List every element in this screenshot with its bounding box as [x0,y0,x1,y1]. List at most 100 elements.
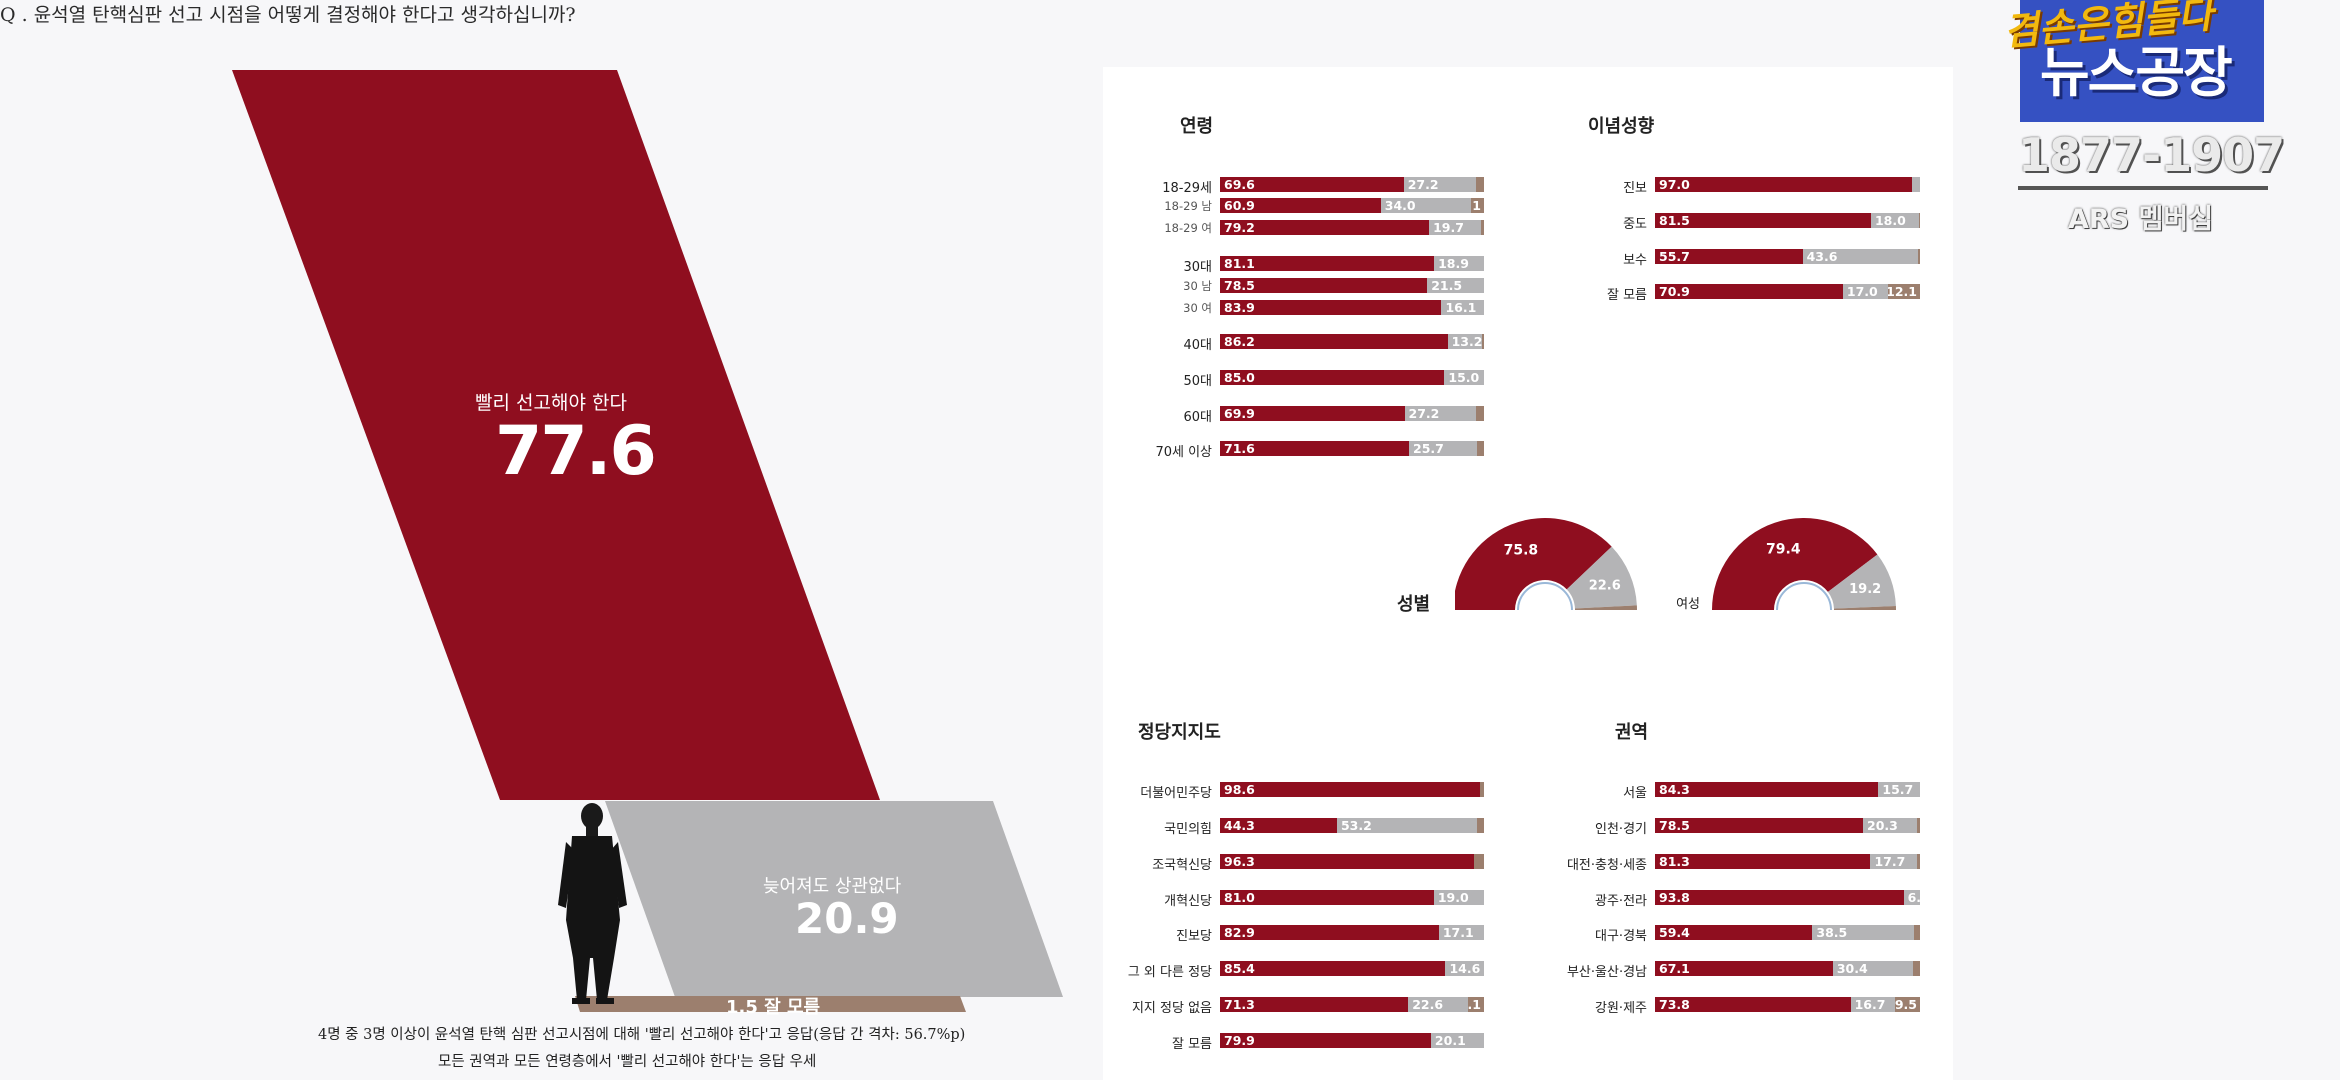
bar-segment: 59.4 [1655,925,1813,940]
stacked-bar: 71.3 22.6 6.1 [1220,997,1484,1012]
data-label: 71.3 [1224,997,1255,1012]
stacked-bar: 81.3 17.7 [1655,854,1920,869]
bar-segment: 38.5 [1812,925,1915,940]
bar-segment: 12.1 [1887,284,1920,299]
data-label: 15.7 [1882,782,1914,797]
stacked-bar: 85.0 15.0 [1220,370,1484,385]
data-label: 19.7 [1433,220,1464,235]
ideology-section-title: 이념성향 [1588,116,1655,137]
bar-segment: 97.0 [1655,177,1913,192]
bar-segment: 5.1 [1470,198,1484,213]
data-label: 12.1 [1887,284,1917,299]
stacked-bar: 69.6 27.2 [1220,177,1484,192]
ars-membership-label: ARS 멤버십 [2068,204,2214,235]
donut-slice [1574,605,1637,610]
phone-underline [2018,186,2268,190]
bar-segment [1913,961,1920,976]
bar-segment: 22.6 [1408,997,1468,1012]
bar-segment: 30.4 [1832,961,1914,976]
donut-slice [1827,554,1896,609]
category-label: 진보당 [1176,928,1212,944]
category-label: 부산·울산·경남 [1566,964,1647,980]
data-label: 30.4 [1836,961,1868,976]
category-label: 그 외 다른 정당 [1127,964,1212,980]
data-label: 27.2 [1407,177,1439,192]
category-label: 잘 모름 [1606,287,1647,303]
phone-number: 1877-1907 [2018,128,2285,182]
category-label: 70세 이상 [1155,444,1212,460]
stacked-bar: 79.9 20.1 [1220,1033,1484,1048]
stacked-bar: 70.9 17.0 12.1 [1655,284,1920,299]
category-label: 중도 [1623,216,1647,232]
stacked-bar: 78.5 20.3 [1655,818,1920,833]
data-label: 16.1 [1445,300,1477,315]
bar-segment [1475,177,1484,192]
data-label: 70.9 [1659,284,1690,299]
show-logo [2020,0,2264,122]
bar-segment: 67.1 [1655,961,1833,976]
bar-segment: 73.8 [1655,997,1851,1012]
bar-segment: 20.3 [1863,818,1917,833]
bar-segment: 21.5 [1427,278,1484,293]
data-label: 81.5 [1659,213,1690,228]
bar-segment: 16.7 [1850,997,1895,1012]
gender-section-title: 성별 [1397,594,1431,615]
stacked-bar: 79.2 19.7 [1220,220,1484,235]
data-label: 81.1 [1224,256,1255,271]
summary-note-2: 모든 권역과 모든 연령층에서 '빨리 선고해야 한다'는 응답 우세 [438,1054,817,1070]
bar-segment: 16.1 [1441,300,1484,315]
stacked-bar: 71.6 25.7 [1220,441,1484,456]
bar-segment: 60.9 [1220,198,1381,213]
data-label: 17.7 [1874,854,1906,869]
bar-segment: 81.0 [1220,890,1434,905]
secondary-parallelogram [605,801,1063,997]
bar-segment: 85.4 [1220,961,1446,976]
donut-slice [1455,518,1612,610]
bar-segment [1477,818,1484,833]
bar-segment: 71.3 [1220,997,1409,1012]
bar-segment: 15.7 [1878,782,1920,797]
category-label: 더불어민주당 [1140,785,1212,801]
party-section-title: 정당지지도 [1138,722,1221,743]
data-label: 71.6 [1224,441,1255,456]
category-label: 대전·충청·세종 [1566,857,1647,873]
primary-label: 빨리 선고해야 한다 [475,392,627,414]
bar-segment: 86.2 [1220,334,1448,349]
data-label: 85.4 [1224,961,1255,976]
primary-value: 77.6 [495,412,657,491]
stacked-bar: 84.3 15.7 [1655,782,1920,797]
donut-slice [1712,518,1878,610]
bar-segment: 53.2 [1336,818,1478,833]
category-label: 광주·전라 [1595,893,1647,909]
stacked-bar: 81.1 18.9 [1220,256,1484,271]
data-label: 34.0 [1384,198,1416,213]
bar-segment: 69.9 [1220,406,1405,421]
bar-segment: 27.2 [1403,177,1476,192]
stacked-bar: 81.0 19.0 [1220,890,1484,905]
stacked-bar: 59.4 38.5 [1655,925,1920,940]
donut-inner-ring [1517,582,1573,611]
stacked-bar: 82.9 17.1 [1220,925,1484,940]
donut-value-label: 75.8 [1504,543,1539,559]
data-label: 6.2 [1907,890,1920,905]
category-label: 강원·제주 [1595,1000,1647,1016]
category-label: 30대 [1183,259,1212,275]
data-label: 67.1 [1659,961,1690,976]
stacked-bar: 86.2 13.2 [1220,334,1484,349]
data-label: 98.6 [1224,782,1255,797]
category-label: 인천·경기 [1595,821,1647,837]
stacked-bar: 97.0 [1655,177,1920,192]
category-label: 지지 정당 없음 [1131,1000,1212,1016]
data-label: 19.0 [1437,890,1469,905]
category-label: 진보 [1623,180,1647,196]
data-label: 25.7 [1413,441,1444,456]
data-label: 18.0 [1874,213,1906,228]
category-label: 대구·경북 [1595,928,1647,944]
bar-segment: 25.7 [1409,441,1477,456]
secondary-label: 늦어져도 상관없다 [763,876,902,897]
bar-segment: 18.9 [1434,256,1484,271]
gender-group-label: 여성 [1676,597,1700,612]
data-label: 43.6 [1806,249,1838,264]
age-section-title: 연령 [1180,116,1214,137]
donut-inner-ring [1776,582,1832,611]
